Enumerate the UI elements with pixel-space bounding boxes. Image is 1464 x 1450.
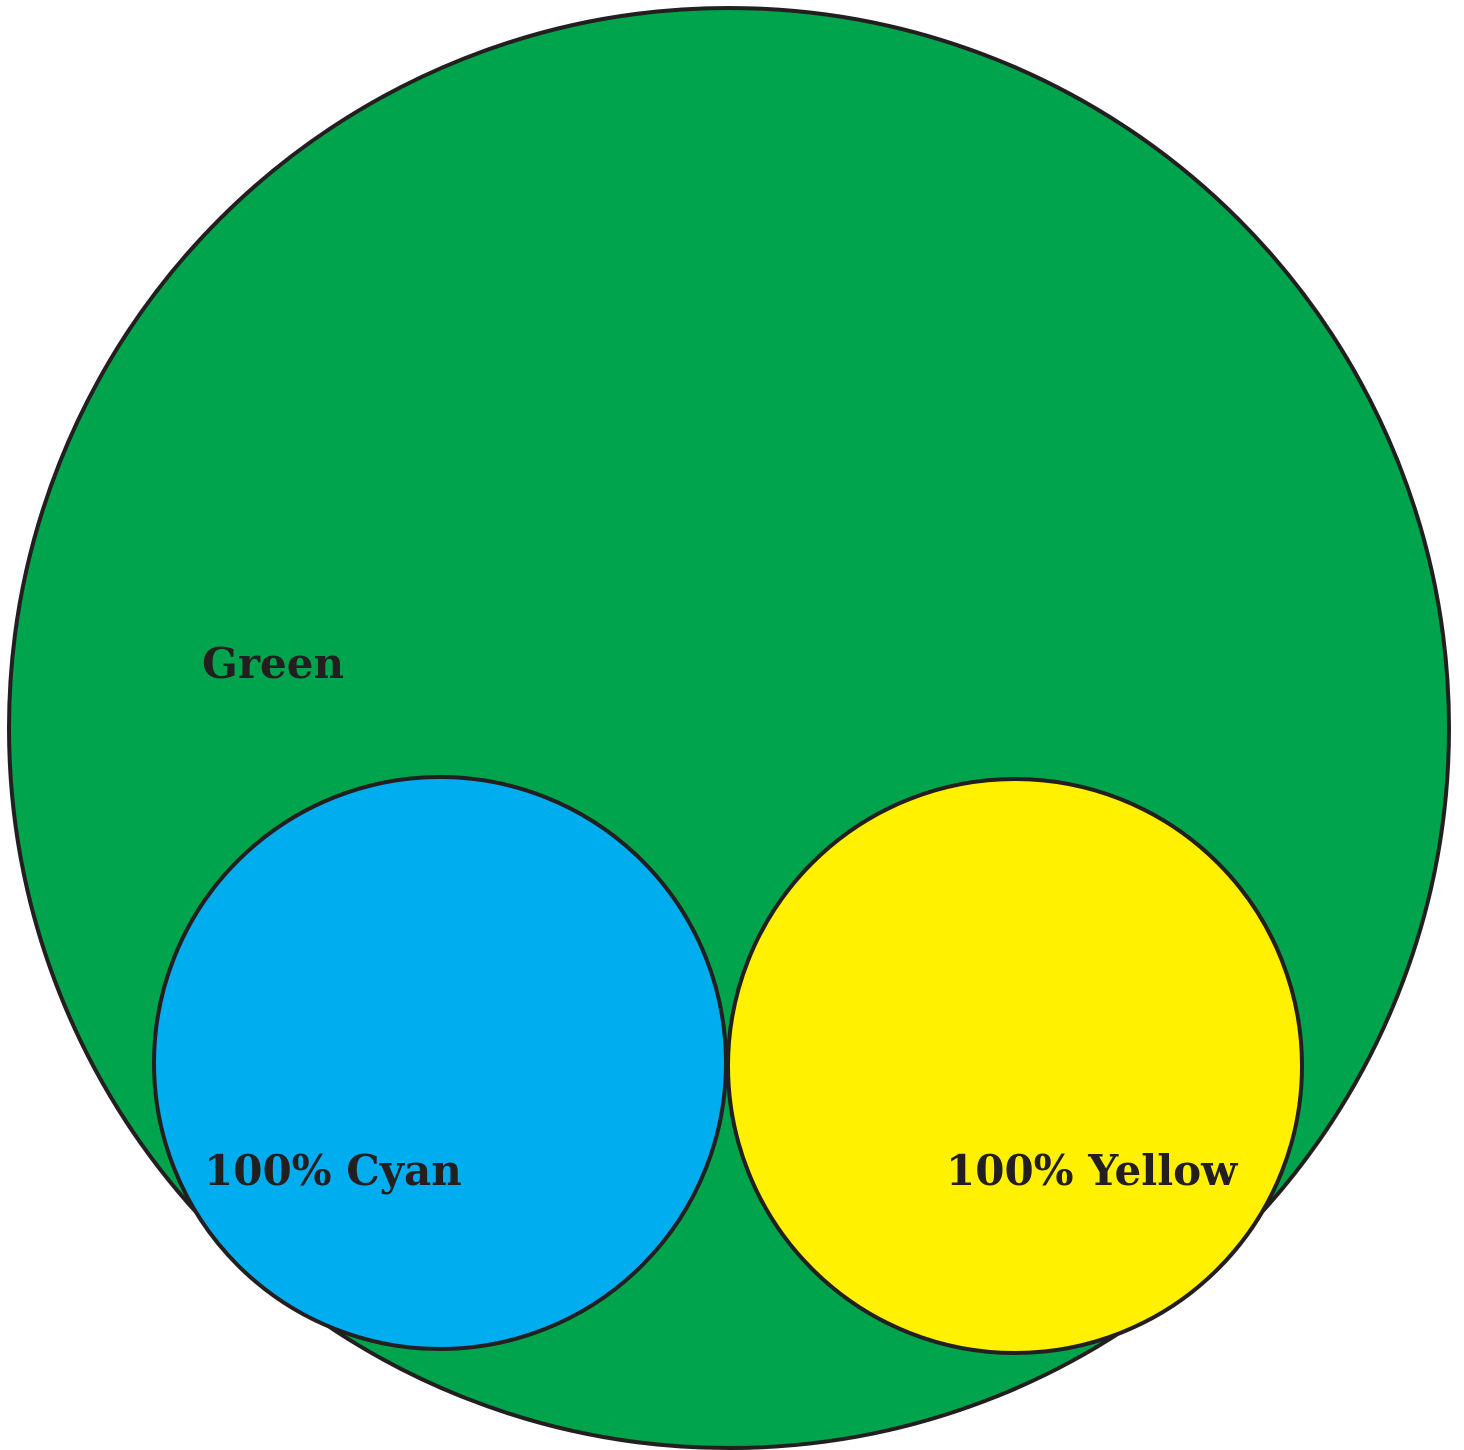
cyan-circle <box>152 775 728 1351</box>
cyan-label: 100% Cyan <box>204 1146 462 1195</box>
yellow-label: 100% Yellow <box>946 1146 1238 1195</box>
yellow-circle <box>726 777 1304 1355</box>
green-label: Green <box>202 639 344 688</box>
